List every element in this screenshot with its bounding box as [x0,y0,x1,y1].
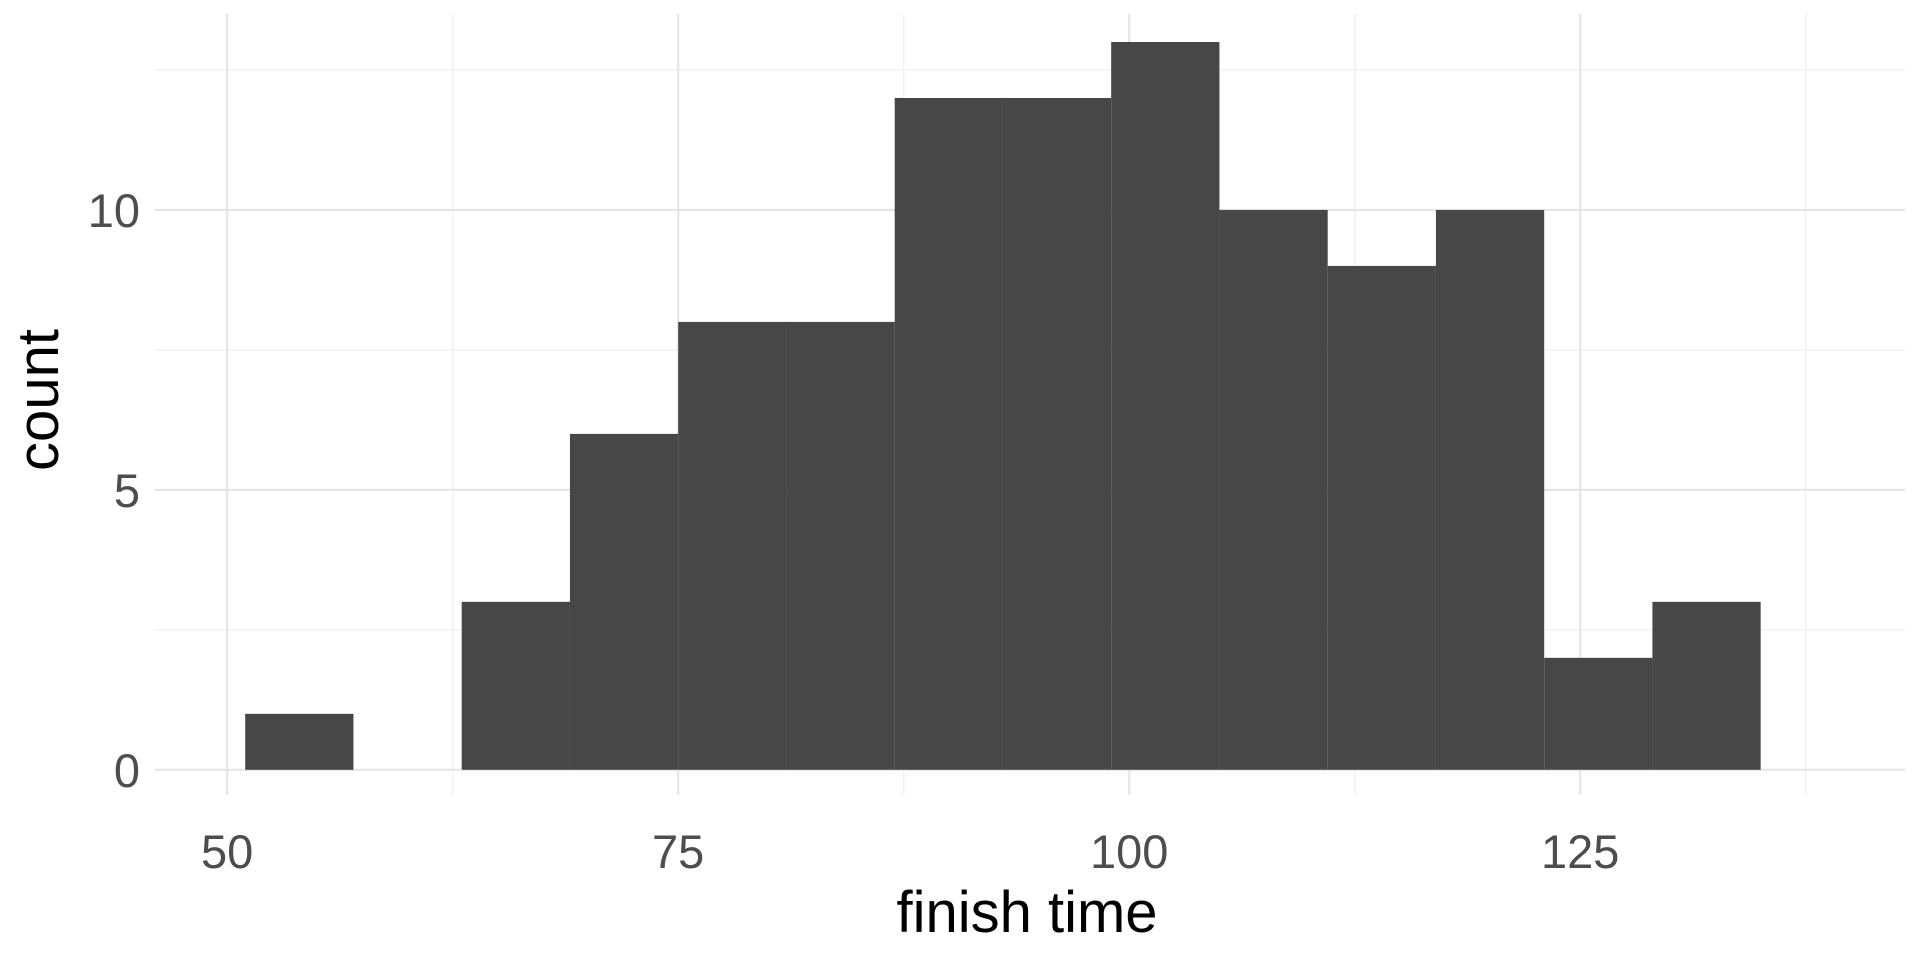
y-tick-label: 0 [114,744,140,797]
histogram-bar [1327,265,1436,770]
histogram-bar [1111,41,1220,770]
histogram-bar [1002,97,1112,770]
histogram-bar [1219,209,1328,770]
x-tick-label: 50 [201,825,253,878]
x-tick-label: 100 [1090,825,1168,878]
x-axis-tick-labels: 50 75 100 125 [201,825,1619,878]
histogram-bar [461,601,570,770]
y-tick-label: 5 [114,464,140,517]
histogram-bar [786,321,895,770]
histogram-bar [1435,209,1545,770]
x-tick-label: 75 [652,825,704,878]
histogram-bars [245,41,1761,770]
histogram-bar [1652,601,1761,770]
histogram-bar [894,97,1003,770]
histogram-bar [1544,657,1653,770]
y-tick-label: 10 [88,184,140,237]
histogram-bar [678,321,787,770]
y-axis-tick-labels: 0 5 10 [88,184,140,797]
histogram-bar [245,713,354,770]
x-axis-title: finish time [896,880,1157,945]
histogram-bar [569,433,679,770]
y-axis-title: count [6,329,71,471]
x-tick-label: 125 [1541,825,1619,878]
